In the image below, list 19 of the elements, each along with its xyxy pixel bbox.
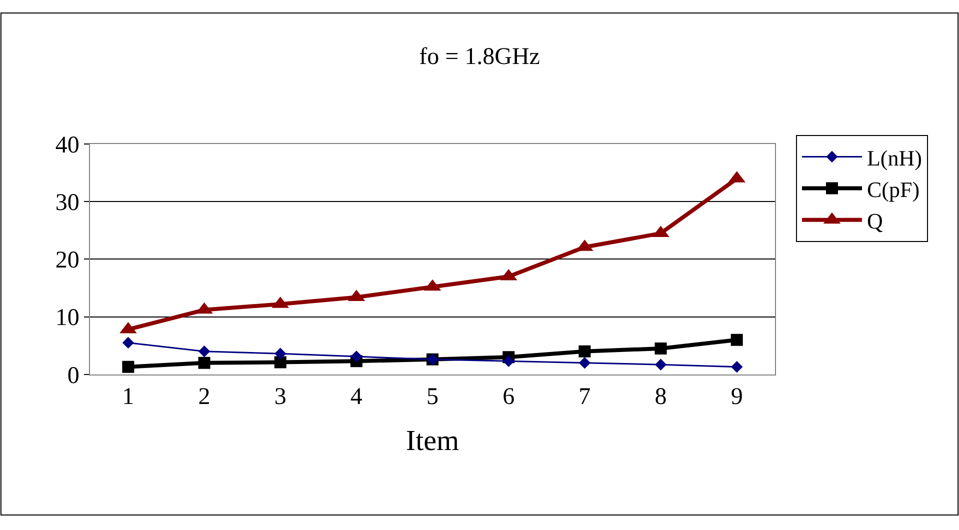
y-tick-label: 30 (55, 190, 80, 216)
x-tick-label: 8 (654, 384, 667, 410)
y-tick-label: 20 (55, 248, 80, 274)
x-tick-label: 9 (730, 384, 743, 410)
y-tick-label: 0 (67, 362, 80, 389)
x-axis-title: Item (406, 424, 460, 457)
chart-title: fo = 1.8GHz (419, 44, 540, 70)
x-tick-label: 2 (198, 384, 210, 410)
legend-label: L(nH) (866, 145, 922, 170)
y-tick-label: 40 (55, 132, 80, 158)
x-tick-label: 7 (578, 384, 591, 410)
legend-label: Q (866, 208, 883, 234)
x-tick-label: 1 (122, 384, 134, 410)
x-tick-label: 5 (426, 384, 439, 410)
x-tick-label: 4 (350, 384, 362, 410)
x-tick-label: 6 (502, 384, 515, 410)
y-tick-label: 10 (55, 305, 80, 332)
legend-label: C(pF) (866, 176, 920, 202)
x-tick-label: 3 (274, 384, 286, 410)
